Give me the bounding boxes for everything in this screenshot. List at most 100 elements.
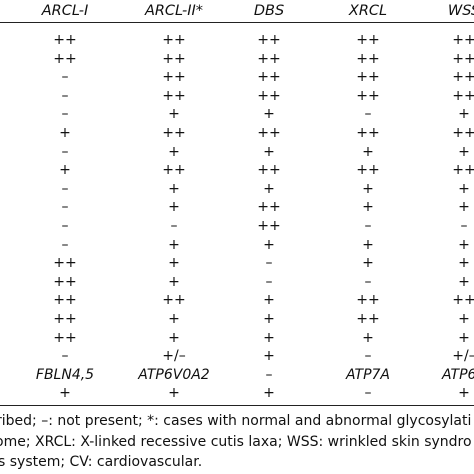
table-cell: + bbox=[263, 180, 275, 197]
table-cell: ++ bbox=[257, 124, 281, 141]
table-cell: + bbox=[263, 106, 275, 123]
table-cell: +/– bbox=[452, 348, 474, 365]
table-cell: + bbox=[168, 329, 180, 346]
table-cell: ++ bbox=[162, 292, 186, 309]
table-cell: – bbox=[364, 385, 372, 402]
table-cell: ++ bbox=[452, 162, 474, 179]
table-cell: ATP6V bbox=[441, 366, 474, 383]
table-cell: – bbox=[61, 217, 69, 234]
table-cell: ++ bbox=[53, 310, 77, 327]
table-row: FBLN4,5 ATP6V0A2 – ATP7A ATP6V bbox=[0, 366, 474, 385]
table-row: – ++ ++ ++ ++ bbox=[0, 68, 474, 87]
table-cell: – bbox=[61, 348, 69, 365]
table-cell: ++ bbox=[356, 87, 380, 104]
table-cell: ++ bbox=[356, 50, 380, 67]
table-cell: + bbox=[458, 255, 470, 272]
table-cell: + bbox=[362, 255, 374, 272]
table-row: – + + + + bbox=[0, 143, 474, 162]
table-cell: + bbox=[362, 199, 374, 216]
table-cell: ++ bbox=[53, 273, 77, 290]
table-cell: – bbox=[61, 87, 69, 104]
table-cell: + bbox=[59, 385, 71, 402]
table-cell: + bbox=[458, 273, 470, 290]
table-row: ++ ++ ++ ++ ++ bbox=[0, 50, 474, 69]
table-cell: + bbox=[168, 310, 180, 327]
header-dbs: DBS bbox=[253, 3, 285, 19]
table-row: – + ++ + + bbox=[0, 198, 474, 217]
table-cell: + bbox=[59, 162, 71, 179]
table-cell: + bbox=[458, 236, 470, 253]
header-arcl-i: ARCL-I bbox=[41, 3, 89, 19]
table-row: – – ++ – – bbox=[0, 217, 474, 236]
table-cell: ++ bbox=[257, 50, 281, 67]
table-cell: ++ bbox=[53, 292, 77, 309]
table-cell: – bbox=[61, 69, 69, 86]
footnote-line: ome; XRCL: X-linked recessive cutis laxa… bbox=[0, 433, 472, 450]
table-cell: + bbox=[362, 329, 374, 346]
table-cell: ++ bbox=[53, 329, 77, 346]
table-cell: ATP7A bbox=[345, 366, 391, 383]
table-cell: + bbox=[59, 124, 71, 141]
header-xrcl: XRCL bbox=[348, 3, 388, 19]
table-row: +++++++++ bbox=[0, 161, 474, 180]
table-cell: ++ bbox=[356, 124, 380, 141]
table-cell: ++ bbox=[257, 162, 281, 179]
table-cell: + bbox=[362, 143, 374, 160]
table-row: – + + + + bbox=[0, 236, 474, 255]
table-cell: ++ bbox=[257, 69, 281, 86]
table-cell: + bbox=[263, 310, 275, 327]
table-cell: ++ bbox=[53, 255, 77, 272]
table-row: ++ + + ++ + bbox=[0, 310, 474, 329]
table-row: ++ + + + + bbox=[0, 329, 474, 348]
table-cell: – bbox=[61, 106, 69, 123]
table-cell: – bbox=[265, 255, 273, 272]
header-arcl-ii: ARCL-II* bbox=[144, 3, 204, 19]
table-cell: ++ bbox=[257, 217, 281, 234]
table-cell: ++ bbox=[162, 124, 186, 141]
table-cell: ++ bbox=[257, 87, 281, 104]
table-cell: ++ bbox=[53, 32, 77, 48]
table-cell: + bbox=[168, 143, 180, 160]
table-cell: + bbox=[168, 180, 180, 197]
table-cell: + bbox=[168, 199, 180, 216]
table-cell: ++ bbox=[452, 69, 474, 86]
table-cell: – bbox=[170, 217, 178, 234]
table-cell: + bbox=[458, 143, 470, 160]
table-header-row: ARCL-I ARCL-II* DBS XRCL WSS bbox=[0, 0, 474, 22]
table-cell: + bbox=[263, 348, 275, 365]
table-cell: FBLN4,5 bbox=[35, 366, 95, 383]
footnote-line: ribed; –: not present; *: cases with nor… bbox=[0, 413, 472, 429]
table-cell: ++ bbox=[356, 32, 380, 48]
table-cell: + bbox=[263, 292, 275, 309]
table-row: +++++++++ bbox=[0, 124, 474, 143]
table-body: ++ ++ ++ ++ ++ ++ ++ ++ ++ ++ – ++ ++ ++ ++ – ++ ++ ++ ++ – +… bbox=[0, 31, 474, 403]
table-cell: + bbox=[263, 236, 275, 253]
table-cell: + bbox=[168, 273, 180, 290]
table-cell: ++ bbox=[452, 32, 474, 48]
table-cell: ++ bbox=[356, 292, 380, 309]
table-cell: + bbox=[362, 236, 374, 253]
table-row: – + + + + bbox=[0, 180, 474, 199]
table-cell: ATP6V0A2 bbox=[138, 366, 210, 383]
table-cell: – bbox=[61, 143, 69, 160]
table-cell: + bbox=[168, 236, 180, 253]
table-cell: ++ bbox=[356, 162, 380, 179]
table-row: – + + – + bbox=[0, 105, 474, 124]
table-cell: + bbox=[458, 329, 470, 346]
table-row: +++++++++ bbox=[0, 291, 474, 310]
table-cell: + bbox=[458, 180, 470, 197]
table-cell: ++ bbox=[452, 50, 474, 67]
table-cell: ++ bbox=[162, 32, 186, 48]
table-cell: + bbox=[263, 143, 275, 160]
table-cell: ++ bbox=[53, 50, 77, 67]
table-cell: ++ bbox=[162, 69, 186, 86]
table-cell: +/– bbox=[162, 348, 186, 365]
header-rule bbox=[0, 22, 474, 23]
table-row: ++ + – + + bbox=[0, 254, 474, 273]
table-cell: ++ bbox=[162, 50, 186, 67]
footnote-line: s system; CV: cardiovascular. bbox=[0, 454, 203, 470]
table-cell: – bbox=[265, 273, 273, 290]
table-cell: – bbox=[61, 180, 69, 197]
table-cell: ++ bbox=[257, 32, 281, 48]
